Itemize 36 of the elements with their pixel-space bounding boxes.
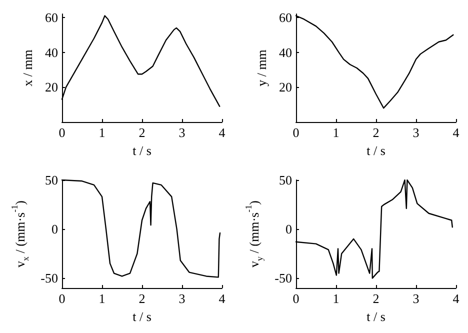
x-tick-label: 4: [218, 125, 226, 140]
x-tick-label: 1: [98, 125, 106, 140]
y-tick-label: 50: [279, 172, 292, 188]
x-axis-title: t / s: [366, 308, 386, 324]
y-tick-label: -50: [274, 270, 292, 286]
y-tick-label: 0: [286, 222, 292, 237]
y-tick-label: 20: [279, 80, 292, 95]
y-tick-label: 0: [52, 222, 58, 237]
y-tick-label: 20: [45, 80, 58, 95]
x-tick-label: 3: [412, 291, 420, 306]
x-tick-label: 4: [218, 291, 226, 306]
y-axis-title: x / mm: [20, 50, 36, 86]
x-tick-label: 2: [372, 125, 380, 140]
y-axis-title: y / mm: [254, 50, 270, 86]
y-tick-label: 40: [45, 44, 58, 60]
y-tick-label: 60: [279, 10, 292, 25]
x-tick-label: 1: [332, 125, 340, 140]
y-axis-title: vy / (mm·s-1): [243, 200, 264, 268]
x-tick-label: 3: [178, 291, 186, 306]
x-tick-label: 2: [138, 291, 146, 306]
y-tick-label: -50: [40, 270, 58, 286]
x-tick-label: 2: [138, 125, 146, 140]
x-tick-label: 4: [452, 125, 460, 140]
x-axis-title: t / s: [132, 142, 152, 158]
x-tick-label: 3: [178, 125, 186, 140]
x-axis-title: t / s: [132, 308, 152, 324]
y-tick-label: 60: [45, 10, 58, 25]
x-tick-label: 3: [412, 125, 420, 140]
x-tick-label: 1: [332, 291, 340, 306]
y-tick-label: 50: [45, 172, 58, 188]
y-tick-label: 40: [279, 44, 292, 60]
x-tick-label: 4: [452, 291, 460, 306]
y-axis-title: vx / (mm·s-1): [9, 200, 30, 268]
x-tick-label: 2: [372, 291, 380, 306]
x-axis-title: t / s: [366, 142, 386, 158]
x-tick-label: 1: [98, 291, 106, 306]
